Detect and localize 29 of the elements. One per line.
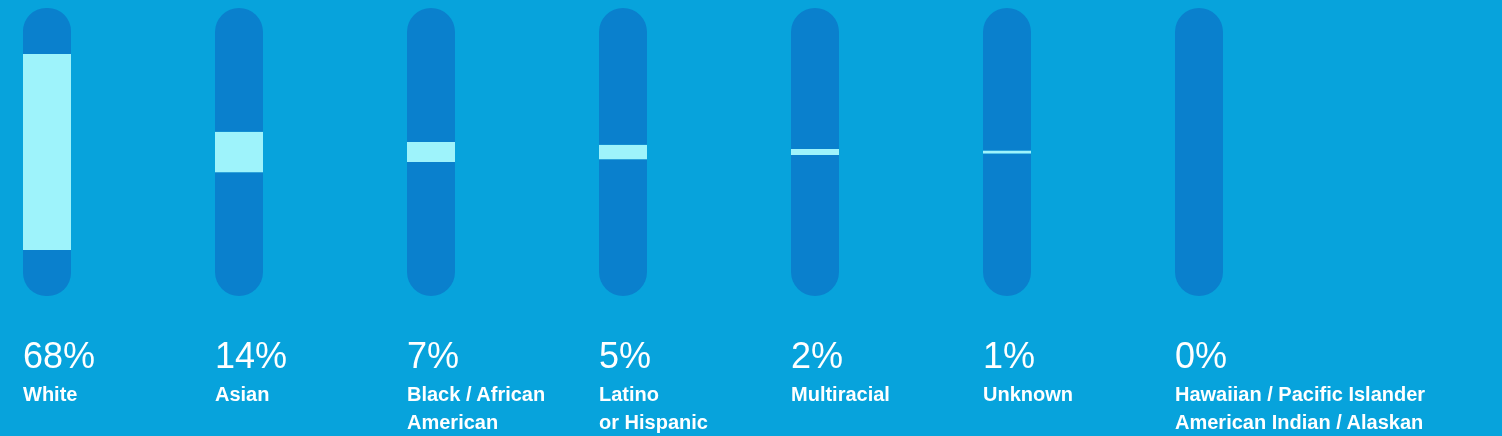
data-label: 0% (1175, 335, 1228, 376)
bar (599, 159, 647, 296)
bar (791, 149, 839, 155)
x-tick-label: White (23, 383, 78, 405)
data-label: 68% (23, 335, 96, 376)
bar (215, 131, 263, 173)
x-tick-label: Hawaiian / Pacific Islander American Indian / Alaskan (1175, 383, 1426, 433)
data-label: 5% (599, 335, 652, 376)
bar (599, 144, 647, 160)
bar (791, 154, 839, 296)
bar (215, 172, 263, 296)
bar (215, 8, 263, 132)
x-tick-label: Asian (215, 383, 270, 405)
bar (599, 8, 647, 145)
x-tick-label: Unknown (983, 383, 1073, 405)
data-label: 7% (407, 335, 460, 376)
bar (407, 8, 455, 142)
data-label: 1% (983, 335, 1036, 376)
bar (791, 8, 839, 150)
bar (983, 153, 1031, 296)
data-label: 14% (215, 335, 288, 376)
x-tick-label: Black / African American (407, 383, 546, 433)
bar (23, 54, 71, 250)
bar (983, 8, 1031, 151)
bar (407, 141, 455, 163)
data-label: 2% (791, 335, 844, 376)
x-tick-label: Latino or Hispanic (599, 383, 708, 433)
x-tick-label: Multiracial (791, 383, 890, 405)
bar (407, 162, 455, 296)
